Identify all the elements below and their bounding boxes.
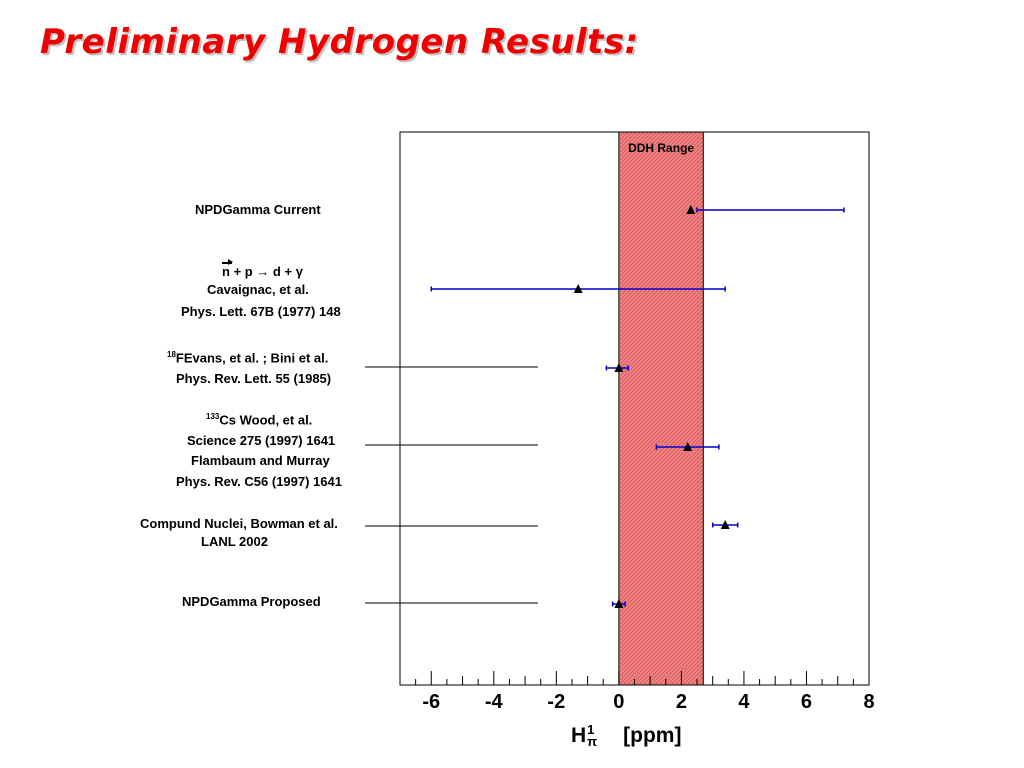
triangle-marker [720, 520, 730, 529]
x-axis-title: H 1 π [ppm] [571, 722, 682, 750]
x-tick-label: 8 [863, 691, 874, 713]
data-point-5 [711, 520, 739, 529]
label-flambaum-ref: Phys. Rev. C56 (1997) 1641 [176, 474, 342, 489]
x-tick-label: 2 [676, 691, 687, 713]
ddh-range-band [618, 132, 704, 685]
label-cavaignac-ref: Phys. Lett. 67B (1977) 148 [181, 304, 341, 319]
x-axis-subscript: π [587, 734, 598, 750]
triangle-marker [614, 363, 624, 372]
label-f18-evans: 18FEvans, et al. ; Bini et al. [167, 350, 328, 365]
data-point-3 [605, 363, 629, 372]
data-point-1 [686, 205, 845, 214]
ddh-range-label: DDH Range [628, 141, 694, 155]
label-cavaignac-authors: Cavaignac, et al. [207, 282, 309, 297]
x-axis: -6 -4 -2 0 2 4 6 8 [399, 671, 875, 713]
label-cavaignac-reaction: n + p → d + γ [222, 259, 303, 279]
reaction-text: + p → d + γ [229, 264, 303, 279]
label-f18-ref: Phys. Rev. Lett. 55 (1985) [176, 371, 332, 386]
x-axis-symbol: H [571, 724, 587, 747]
x-tick-label: -6 [422, 691, 440, 713]
triangle-marker [686, 205, 696, 214]
data-point-2 [430, 284, 726, 293]
x-axis-superscript: 1 [587, 722, 595, 738]
slide-title: Preliminary Hydrogen Results: [40, 22, 639, 62]
label-cs-wood: 133Cs Wood, et al. [206, 412, 312, 427]
label-cs-ref: Science 275 (1997) 1641 [187, 433, 336, 448]
x-axis-unit: [ppm] [623, 724, 682, 747]
neutron-arrow-symbol: n [222, 259, 233, 279]
cs-text: Cs Wood, et al. [219, 412, 313, 428]
x-tick-label: -2 [547, 691, 565, 713]
triangle-marker [614, 599, 624, 608]
label-npdgamma-current: NPDGamma Current [195, 202, 321, 217]
triangle-marker [683, 442, 693, 451]
label-lanl: LANL 2002 [201, 534, 268, 549]
label-flambaum: Flambaum and Murray [191, 453, 330, 468]
isotope-mass-133: 133 [206, 412, 220, 421]
f18-text: FEvans, et al. ; Bini et al. [175, 350, 329, 366]
label-npdgamma-proposed: NPDGamma Proposed [182, 594, 321, 609]
x-tick-label: -4 [485, 691, 504, 713]
data-point-4 [655, 442, 720, 451]
x-tick-label: 4 [738, 691, 750, 713]
x-tick-label: 0 [613, 691, 624, 713]
x-tick-label: 6 [801, 691, 812, 713]
label-compound-nuclei: Compund Nuclei, Bowman et al. [140, 516, 338, 531]
triangle-marker [573, 284, 583, 293]
label-connector-lines [365, 366, 538, 604]
isotope-mass-18: 18 [167, 350, 176, 359]
data-point-6 [611, 599, 626, 608]
